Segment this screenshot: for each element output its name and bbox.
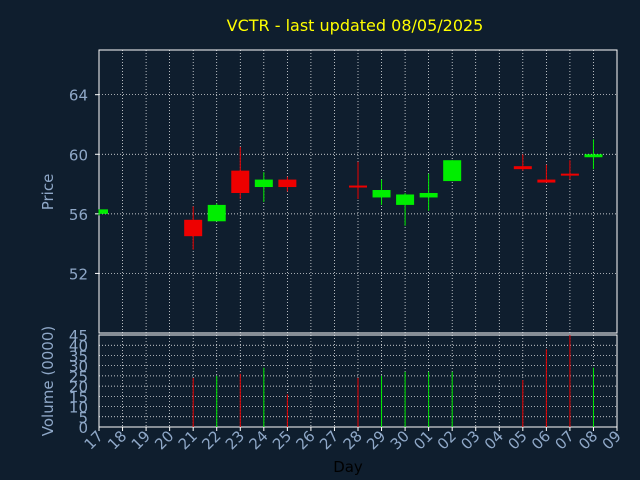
x-tick-label: 29 bbox=[363, 427, 389, 453]
x-tick-label: 20 bbox=[151, 427, 177, 453]
x-tick-label: 04 bbox=[481, 427, 507, 453]
volume-tick-label: 5 bbox=[78, 409, 88, 427]
x-tick-label: 23 bbox=[222, 427, 248, 453]
x-tick-label: 18 bbox=[104, 427, 130, 453]
price-axis-label: Price bbox=[39, 174, 57, 211]
volume-tick-label: 0 bbox=[78, 419, 88, 437]
candle-body bbox=[560, 173, 579, 176]
x-tick-label: 21 bbox=[175, 427, 201, 453]
chart-title: VCTR - last updated 08/05/2025 bbox=[227, 16, 484, 35]
x-axis-label: Day bbox=[333, 458, 363, 476]
volume-tick-label: 10 bbox=[69, 399, 88, 417]
candle-body bbox=[443, 160, 462, 182]
x-tick-label: 05 bbox=[504, 427, 530, 453]
x-tick-label: 27 bbox=[316, 427, 342, 453]
price-tick-label: 56 bbox=[69, 206, 88, 224]
x-tick-label: 25 bbox=[269, 427, 295, 453]
candle-body bbox=[537, 179, 556, 183]
price-tick-label: 64 bbox=[69, 87, 88, 105]
candle-body bbox=[278, 179, 297, 188]
volume-tick-label: 20 bbox=[69, 378, 88, 396]
candle-body bbox=[254, 179, 273, 188]
x-tick-label: 03 bbox=[457, 427, 483, 453]
x-tick-label: 30 bbox=[387, 427, 413, 453]
volume-tick-label: 35 bbox=[69, 347, 88, 365]
candle-body bbox=[184, 219, 203, 237]
volume-tick-label: 40 bbox=[69, 337, 88, 355]
x-tick-label: 28 bbox=[340, 427, 366, 453]
x-tick-label: 24 bbox=[245, 427, 271, 453]
candle-body bbox=[231, 170, 250, 193]
candle-body bbox=[396, 194, 415, 205]
x-tick-label: 02 bbox=[434, 427, 460, 453]
x-tick-label: 26 bbox=[293, 427, 319, 453]
candle-body bbox=[207, 204, 226, 222]
candle-body bbox=[584, 154, 603, 158]
x-tick-label: 22 bbox=[198, 427, 224, 453]
volume-axis-label: Volume (0000) bbox=[39, 326, 57, 436]
volume-tick-label: 45 bbox=[69, 327, 88, 345]
candle-body bbox=[372, 190, 391, 198]
x-tick-label: 06 bbox=[528, 427, 554, 453]
price-tick-label: 52 bbox=[69, 265, 88, 283]
x-tick-label: 08 bbox=[575, 427, 601, 453]
candle-body bbox=[513, 166, 532, 170]
x-tick-label: 01 bbox=[410, 427, 436, 453]
volume-tick-label: 15 bbox=[69, 388, 88, 406]
x-tick-label: 07 bbox=[552, 427, 578, 453]
candle-body bbox=[419, 192, 438, 198]
x-axis-ticks: 1718192021222324252627282930010203040506… bbox=[81, 427, 625, 453]
x-tick-label: 19 bbox=[128, 427, 154, 453]
price-tick-label: 60 bbox=[69, 146, 88, 164]
x-tick-label: 09 bbox=[599, 427, 625, 453]
candle-body bbox=[99, 209, 108, 214]
candle-body bbox=[349, 185, 367, 188]
volume-tick-label: 30 bbox=[69, 358, 88, 376]
price-panel: 52 56 60 64 bbox=[69, 49, 618, 334]
volume-tick-label: 25 bbox=[69, 368, 88, 386]
